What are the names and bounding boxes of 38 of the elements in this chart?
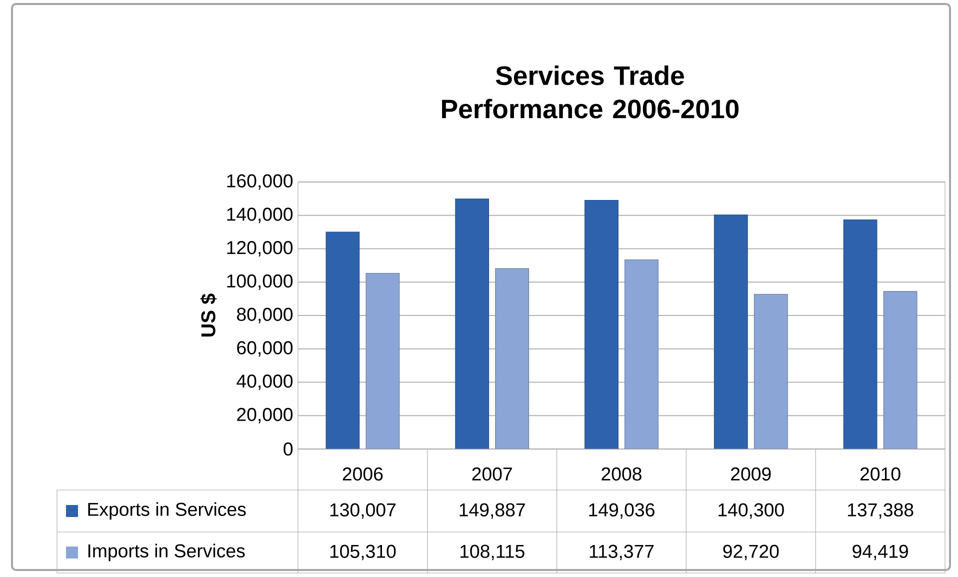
data-label: 130,007 xyxy=(330,503,396,519)
data-label: 137,388 xyxy=(848,503,914,519)
y-tick-label: 0 xyxy=(284,442,293,456)
x-tick-label: 2008 xyxy=(602,467,642,481)
bar xyxy=(326,232,360,449)
bar xyxy=(495,268,530,449)
legend-label: Exports in Services xyxy=(88,502,246,520)
x-tick-label: 2006 xyxy=(342,467,383,481)
bar xyxy=(714,214,748,449)
y-tick-label: 60,000 xyxy=(237,341,293,357)
data-label: 105,310 xyxy=(330,544,396,560)
data-label: 108,115 xyxy=(460,544,524,560)
bar xyxy=(883,291,918,449)
x-tick-label: 2009 xyxy=(731,467,771,481)
y-tick-label: 100,000 xyxy=(227,274,293,290)
y-tick-label: 160,000 xyxy=(227,174,293,190)
y-axis-title: US $ xyxy=(200,294,217,337)
bar xyxy=(843,219,878,449)
x-tick-label: 2010 xyxy=(860,467,900,481)
data-label: 149,036 xyxy=(589,503,654,519)
y-tick-label: 40,000 xyxy=(236,374,293,390)
y-tick-label: 80,000 xyxy=(237,308,293,324)
data-label: 94,419 xyxy=(852,544,908,560)
bar xyxy=(624,260,658,449)
y-tick-label: 140,000 xyxy=(227,208,293,224)
chart-title: Services Trade Performance 2006-2010 xyxy=(442,66,739,118)
data-label: 149,887 xyxy=(460,503,525,519)
bar xyxy=(754,294,788,449)
bar xyxy=(366,272,400,449)
legend-label: Imports in Services xyxy=(88,544,245,562)
data-label: 113,377 xyxy=(590,544,654,560)
data-label: 92,720 xyxy=(723,544,779,560)
y-tick-label: 20,000 xyxy=(237,408,293,424)
data-label: 140,300 xyxy=(718,503,784,519)
bar xyxy=(584,200,618,449)
y-tick-label: 120,000 xyxy=(227,241,293,256)
x-tick-label: 2007 xyxy=(472,467,512,481)
bar xyxy=(455,198,490,449)
